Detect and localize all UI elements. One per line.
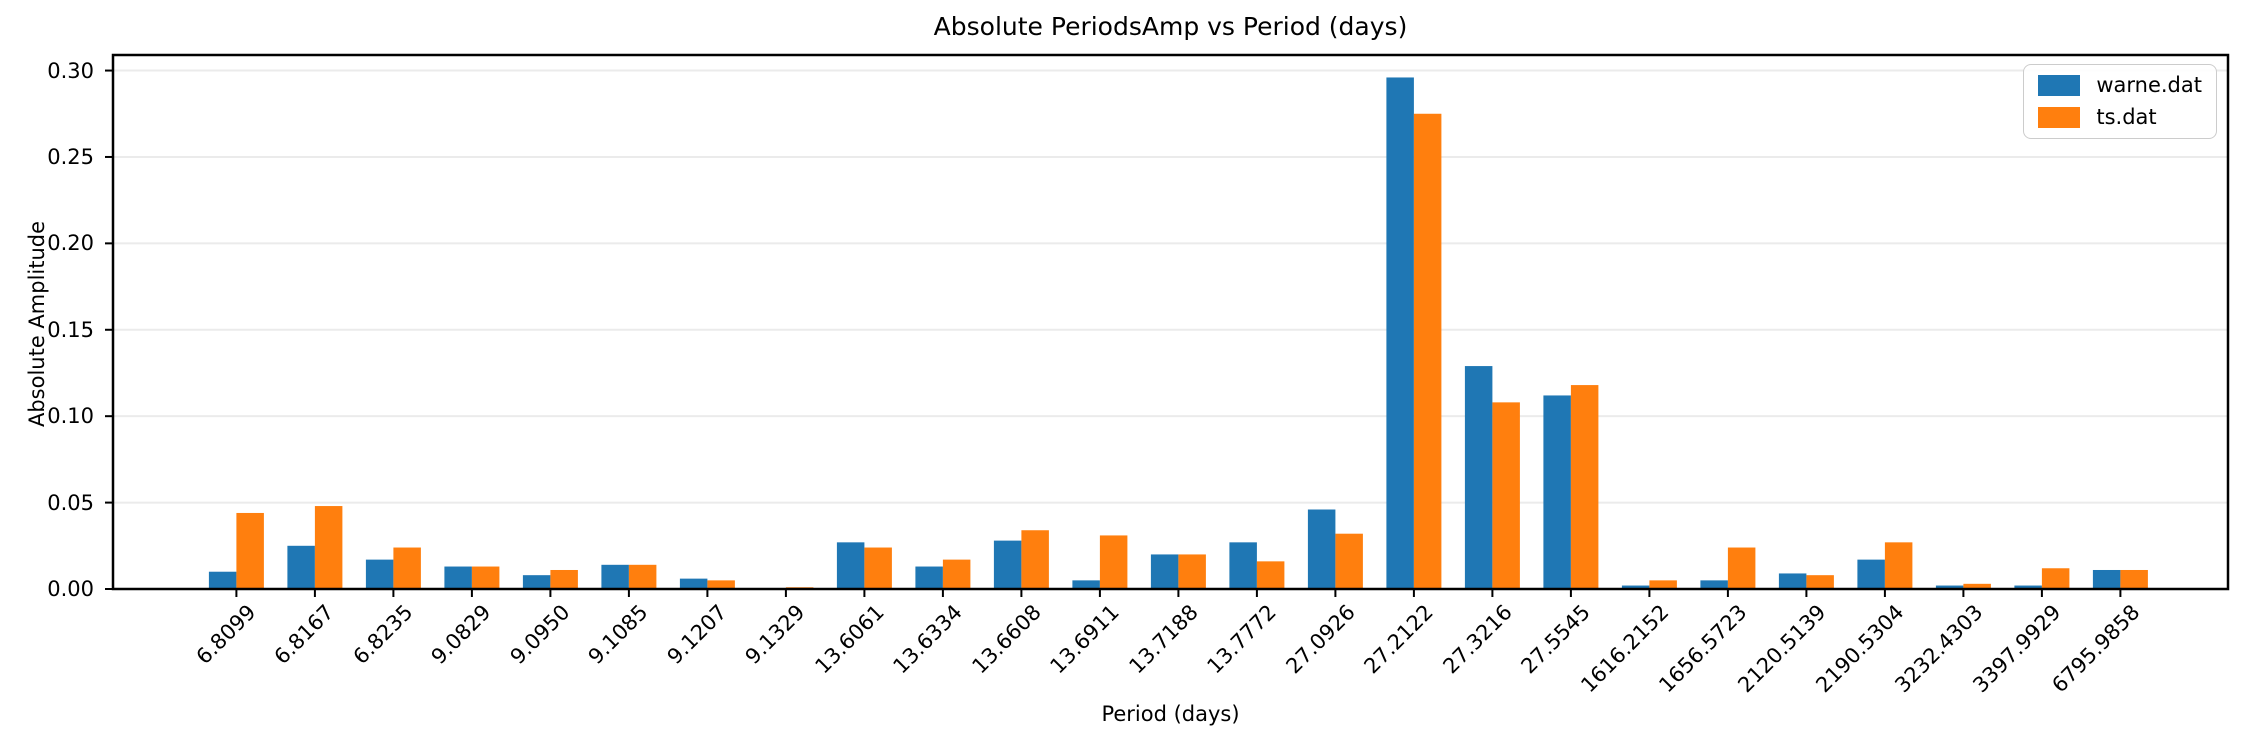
chart-bar (1806, 575, 1834, 589)
chart-bar (287, 545, 315, 589)
y-tick-label: 0.05 (47, 490, 94, 515)
chart-bar (1307, 509, 1336, 589)
chart-bar (365, 559, 394, 589)
chart-bar (864, 547, 892, 589)
x-axis-label: Period (days) (1101, 702, 1240, 726)
chart-bar (707, 580, 735, 589)
legend-item: warne.dat (2038, 74, 2202, 97)
chart-bar (2041, 568, 2070, 589)
legend-label: warne.dat (2096, 73, 2202, 97)
chart-bar (1099, 535, 1128, 589)
chart-bar (1857, 559, 1885, 589)
chart-bar (1413, 113, 1442, 590)
chart-bar (628, 564, 657, 589)
chart-bar (1178, 554, 1206, 589)
chart-bar (1649, 580, 1677, 589)
chart-bar (1021, 530, 1049, 589)
chart-bar (1570, 385, 1599, 589)
chart-bar (1386, 77, 1414, 590)
chart-bar (1256, 561, 1285, 589)
chart-bar (208, 571, 237, 589)
chart-bar (1621, 585, 1650, 589)
axes-spines (111, 53, 2230, 591)
chart-bar (471, 566, 500, 589)
y-tick-label: 0.20 (47, 231, 94, 256)
chart-bar (2120, 569, 2148, 589)
chart-title: Absolute PeriodsAmp vs Period (days) (933, 12, 1408, 41)
chart-bar (1935, 585, 1964, 589)
legend-item: ts.dat (2038, 106, 2202, 129)
chart-bar (1543, 395, 1571, 589)
chart-bar (1884, 542, 1913, 589)
y-tick-label: 0.25 (47, 144, 94, 169)
chart-bar (1492, 402, 1520, 589)
chart-bar (601, 564, 629, 589)
chart-bar (1229, 542, 1257, 589)
chart-bar (915, 566, 943, 589)
legend-label: ts.dat (2096, 105, 2157, 129)
legend-swatch-ts (2038, 107, 2081, 128)
y-tick-label: 0.10 (47, 404, 94, 429)
chart-bar (522, 575, 551, 589)
chart-bar (550, 569, 578, 589)
chart-bar (444, 566, 472, 589)
legend: warne.dat ts.dat (2023, 64, 2217, 139)
chart-bar (993, 540, 1022, 589)
chart-bar (1150, 554, 1179, 589)
chart-bar (2014, 585, 2042, 589)
chart-bar (679, 578, 708, 589)
y-tick-label: 0.30 (47, 58, 94, 83)
legend-swatch-warne (2038, 75, 2081, 96)
chart-bar (314, 506, 343, 589)
chart-bar (942, 559, 971, 589)
chart-bar (1072, 580, 1100, 589)
chart-bar (1778, 573, 1807, 589)
y-tick-label: 0.00 (47, 577, 94, 601)
chart-bar (836, 542, 865, 589)
chart-bar (1727, 547, 1756, 589)
chart-bar (1335, 533, 1363, 589)
chart-bar (1963, 583, 1991, 589)
y-tick-label: 0.15 (47, 317, 94, 342)
chart-bar (1700, 580, 1728, 589)
chart-bar (393, 547, 421, 589)
chart-bar (1464, 366, 1493, 589)
chart-bar (236, 512, 264, 589)
chart-bar (2092, 569, 2121, 589)
